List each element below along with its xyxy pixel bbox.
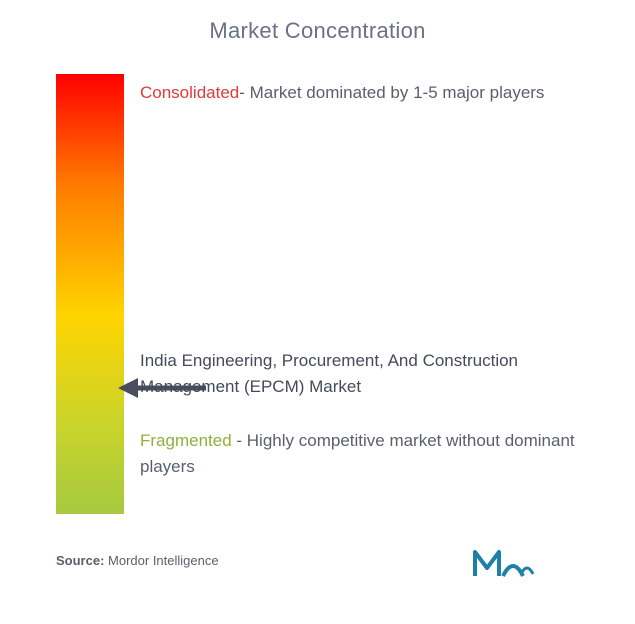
fragmented-term: Fragmented xyxy=(140,431,232,450)
source-value: Mordor Intelligence xyxy=(108,553,219,568)
mordor-logo-icon xyxy=(473,546,535,580)
consolidated-term: Consolidated xyxy=(140,83,239,102)
fragmented-label-block: Fragmented - Highly competitive market w… xyxy=(140,428,615,479)
chart-title: Market Concentration xyxy=(0,0,635,44)
source-label: Source: xyxy=(56,553,104,568)
concentration-gradient-bar xyxy=(56,74,124,514)
pointer-market-block: India Engineering, Procurement, And Cons… xyxy=(140,348,615,399)
source-attribution: Source: Mordor Intelligence xyxy=(56,553,219,568)
market-name-text: India Engineering, Procurement, And Cons… xyxy=(140,348,615,399)
consolidated-desc: - Market dominated by 1-5 major players xyxy=(239,83,544,102)
consolidated-label-block: Consolidated- Market dominated by 1-5 ma… xyxy=(140,80,615,106)
